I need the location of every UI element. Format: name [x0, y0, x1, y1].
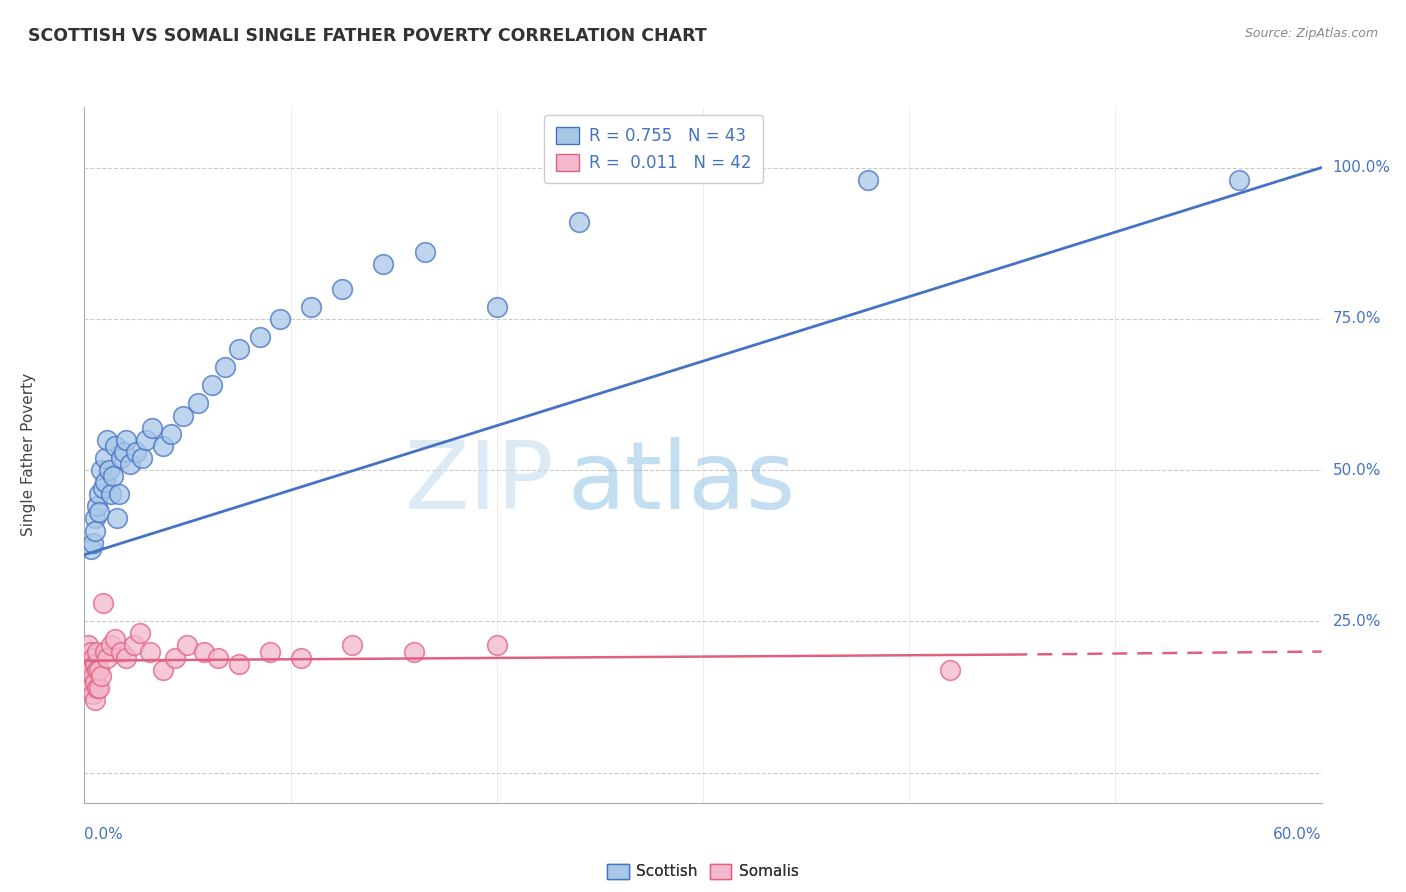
Point: [110, 450, 132, 465]
Point: [104, 632, 127, 647]
Point: [939, 663, 962, 677]
Point: [82, 669, 104, 683]
Point: [404, 644, 426, 658]
Point: [110, 644, 132, 658]
Point: [135, 433, 157, 447]
Point: [83, 657, 105, 671]
Point: [141, 420, 163, 434]
Text: Source: ZipAtlas.com: Source: ZipAtlas.com: [1244, 27, 1378, 40]
Point: [91, 596, 114, 610]
Point: [485, 300, 508, 314]
Point: [485, 639, 508, 653]
Point: [82, 535, 104, 549]
Point: [105, 511, 128, 525]
Point: [129, 626, 152, 640]
Point: [94, 450, 117, 465]
Point: [100, 639, 122, 653]
Point: [83, 511, 105, 525]
Text: 100.0%: 100.0%: [1333, 160, 1391, 175]
Point: [77, 657, 100, 671]
Point: [299, 300, 322, 314]
Point: [90, 463, 112, 477]
Point: [856, 172, 879, 186]
Point: [96, 433, 118, 447]
Point: [131, 450, 153, 465]
Point: [103, 469, 125, 483]
Point: [193, 644, 215, 658]
Point: [104, 439, 127, 453]
Point: [112, 445, 135, 459]
Point: [98, 463, 121, 477]
Point: [330, 281, 353, 295]
Point: [79, 541, 101, 556]
Point: [90, 669, 112, 683]
Point: [342, 639, 364, 653]
Point: [94, 475, 117, 490]
Point: [373, 257, 395, 271]
Point: [114, 433, 136, 447]
Point: [114, 650, 136, 665]
Point: [228, 657, 250, 671]
Point: [176, 639, 198, 653]
Text: atlas: atlas: [567, 437, 796, 529]
Point: [77, 639, 100, 653]
Text: 0.0%: 0.0%: [84, 827, 124, 842]
Legend: Scottish, Somalis: Scottish, Somalis: [600, 857, 806, 886]
Point: [269, 311, 291, 326]
Point: [79, 663, 101, 677]
Point: [82, 650, 104, 665]
Point: [77, 674, 100, 689]
Point: [75, 650, 97, 665]
Point: [100, 487, 122, 501]
Point: [201, 378, 224, 392]
Point: [118, 457, 141, 471]
Point: [165, 650, 187, 665]
Point: [1227, 172, 1250, 186]
Point: [122, 639, 145, 653]
Point: [228, 342, 250, 356]
Point: [94, 644, 117, 658]
Point: [79, 681, 101, 695]
Text: Single Father Poverty: Single Father Poverty: [21, 374, 37, 536]
Point: [290, 650, 312, 665]
Text: 25.0%: 25.0%: [1333, 614, 1381, 629]
Point: [91, 481, 114, 495]
Point: [214, 360, 236, 375]
Point: [207, 650, 229, 665]
Point: [187, 396, 209, 410]
Point: [87, 505, 110, 519]
Point: [413, 245, 436, 260]
Point: [568, 215, 591, 229]
Point: [86, 681, 108, 695]
Text: 75.0%: 75.0%: [1333, 311, 1381, 326]
Point: [86, 644, 108, 658]
Point: [86, 500, 108, 514]
Text: SCOTTISH VS SOMALI SINGLE FATHER POVERTY CORRELATION CHART: SCOTTISH VS SOMALI SINGLE FATHER POVERTY…: [28, 27, 707, 45]
Point: [83, 674, 105, 689]
Text: 50.0%: 50.0%: [1333, 463, 1381, 477]
Point: [83, 693, 105, 707]
Text: ZIP: ZIP: [405, 437, 554, 529]
Point: [96, 650, 118, 665]
Point: [87, 487, 110, 501]
Point: [86, 663, 108, 677]
Point: [172, 409, 194, 423]
Text: 60.0%: 60.0%: [1274, 827, 1322, 842]
Point: [249, 330, 271, 344]
Point: [82, 687, 104, 701]
Point: [83, 524, 105, 538]
Point: [125, 445, 148, 459]
Point: [259, 644, 281, 658]
Point: [160, 426, 183, 441]
Point: [108, 487, 131, 501]
Point: [79, 644, 101, 658]
Point: [152, 439, 174, 453]
Point: [152, 663, 174, 677]
Point: [87, 663, 110, 677]
Point: [87, 681, 110, 695]
Point: [139, 644, 162, 658]
Point: [75, 663, 97, 677]
